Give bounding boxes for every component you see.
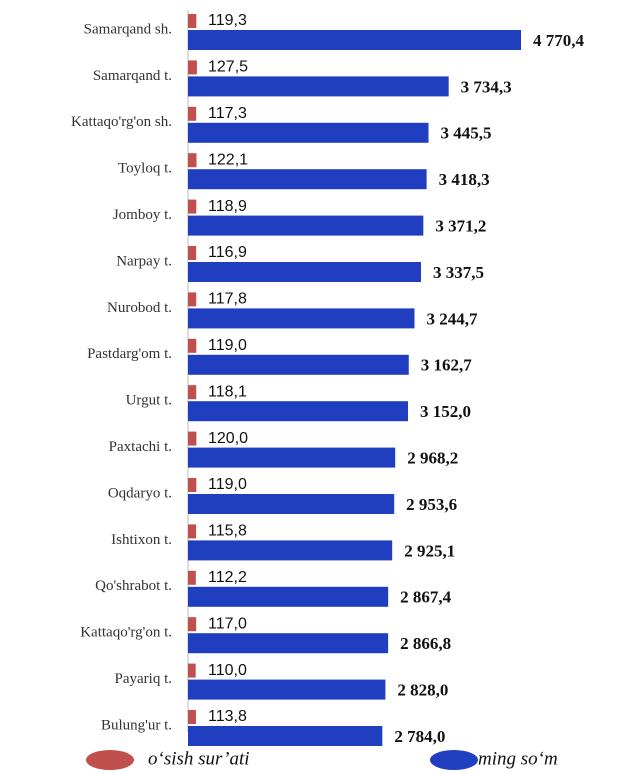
bar — [188, 431, 197, 446]
category-label: Urgut t. — [126, 393, 172, 409]
category-label: Ishtixon t. — [111, 532, 172, 548]
category-label: Oqdaryo t. — [108, 485, 172, 501]
value-label: 3 371,2 — [435, 217, 486, 236]
value-label: 3 418,3 — [439, 170, 490, 189]
value-label: 2 867,4 — [400, 588, 452, 607]
bar — [188, 106, 197, 121]
value-label: 2 828,0 — [397, 681, 448, 700]
value-label: 117,3 — [208, 105, 247, 122]
value-label: 2 866,8 — [400, 634, 451, 653]
bar — [188, 401, 409, 422]
value-label: 117,0 — [208, 615, 247, 632]
bar — [188, 586, 389, 607]
value-label: 3 337,5 — [433, 263, 484, 282]
bar — [188, 540, 393, 561]
bar — [188, 262, 421, 282]
legend-swatch — [430, 750, 478, 770]
value-label: 3 445,5 — [441, 124, 492, 143]
value-label: 110,0 — [208, 662, 247, 679]
bar — [188, 385, 197, 400]
bar — [188, 292, 197, 307]
category-label: Samarqand sh. — [84, 21, 172, 37]
value-label: 3 152,0 — [420, 402, 471, 421]
value-label: 3 162,7 — [421, 356, 473, 375]
bar — [188, 447, 396, 468]
bar — [188, 663, 196, 678]
value-label: 3 734,3 — [461, 77, 512, 96]
category-label: Jomboy t. — [113, 207, 172, 223]
bar — [188, 246, 197, 260]
category-label: Qo'shrabot t. — [95, 578, 172, 594]
category-label: Payariq t. — [115, 671, 173, 687]
value-label: 112,2 — [208, 569, 247, 586]
value-label: 127,5 — [208, 59, 248, 76]
value-label: 2 925,1 — [404, 541, 455, 560]
value-label: 115,8 — [208, 523, 247, 540]
bar — [188, 570, 196, 585]
value-label: 2 968,2 — [407, 449, 458, 468]
bar — [188, 524, 197, 539]
category-label: Nurobod t. — [107, 300, 172, 316]
value-label: 2 953,6 — [406, 495, 457, 514]
bar — [188, 169, 427, 190]
bar — [188, 199, 197, 214]
category-label: Paxtachi t. — [109, 439, 172, 455]
bar — [188, 30, 521, 50]
value-label: 117,8 — [208, 291, 247, 308]
category-label: Toyloq t. — [118, 161, 172, 177]
category-label: Kattaqo'rg'on t. — [80, 625, 172, 641]
value-label: 119,0 — [208, 476, 247, 493]
value-label: 118,1 — [208, 383, 247, 400]
value-label: 122,1 — [208, 151, 248, 168]
bar — [188, 14, 197, 28]
legend-swatch — [86, 750, 134, 770]
value-label: 118,9 — [208, 198, 247, 215]
bar — [188, 354, 409, 375]
value-label: 119,0 — [208, 337, 247, 354]
value-label: 120,0 — [208, 430, 248, 447]
value-label: 4 770,4 — [533, 31, 585, 50]
value-label: 119,3 — [208, 12, 247, 29]
bar — [188, 494, 395, 514]
bar — [188, 710, 196, 724]
legend-label: o‘sish sur’ati — [148, 748, 250, 769]
bar — [188, 76, 449, 97]
bar — [188, 122, 429, 143]
category-label: Narpay t. — [116, 253, 172, 269]
bar — [188, 338, 197, 353]
bar — [188, 633, 389, 654]
bar — [188, 617, 197, 632]
value-label: 2 784,0 — [394, 727, 445, 746]
bar — [188, 60, 197, 75]
category-label: Kattaqo'rg'on sh. — [71, 114, 172, 130]
bar — [188, 308, 415, 329]
legend-label: ming so‘m — [478, 748, 558, 769]
bar — [188, 726, 383, 746]
value-label: 113,8 — [208, 708, 247, 725]
bar — [188, 215, 424, 236]
category-label: Pastdarg'om t. — [87, 346, 172, 362]
value-label: 3 244,7 — [426, 309, 478, 328]
bar — [188, 478, 197, 492]
category-label: Samarqand t. — [93, 68, 172, 84]
bar — [188, 153, 197, 168]
value-label: 116,9 — [208, 244, 247, 261]
category-label: Bulung'ur t. — [101, 717, 172, 733]
bar — [188, 679, 386, 700]
